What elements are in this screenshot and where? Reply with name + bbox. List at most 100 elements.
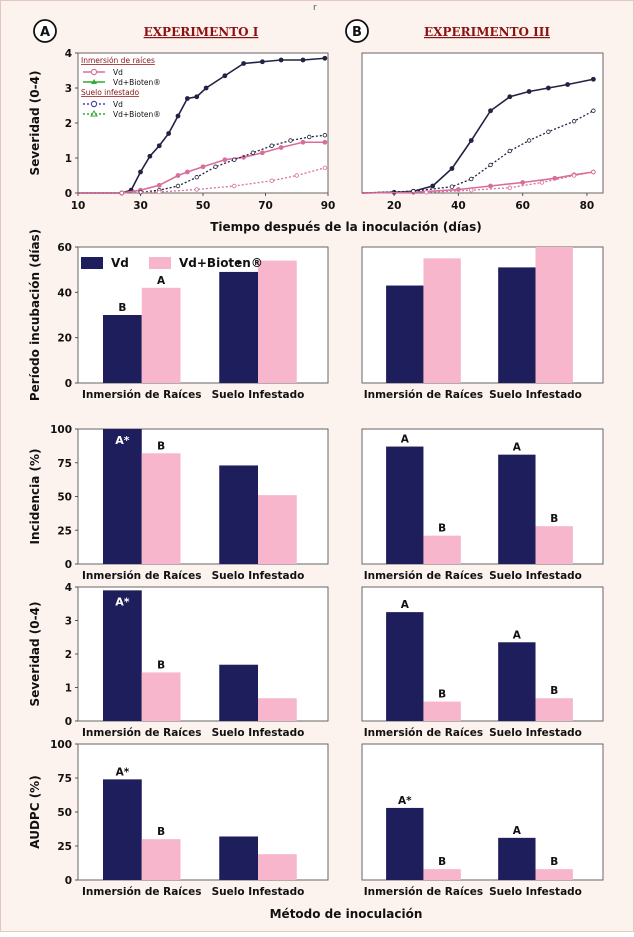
data-point [322, 139, 328, 145]
significance-label: A [157, 275, 166, 287]
line-x-axis-label: Tiempo después de la inoculación (días) [210, 220, 482, 234]
significance-label: A [401, 434, 410, 446]
series-line [78, 167, 326, 194]
panel-b-letter: B [352, 25, 362, 40]
data-point [200, 164, 206, 170]
y-tick-label: 0 [65, 559, 72, 571]
legend-bioten-soil-label: Vd+Bioten® [113, 110, 161, 119]
y-tick-label: 100 [50, 739, 72, 751]
data-point [259, 150, 265, 156]
header-text: r [313, 3, 317, 13]
bar-vd-bioten [258, 260, 297, 383]
data-point [526, 89, 532, 94]
bar-vd [219, 271, 258, 383]
bar-vd [498, 837, 536, 880]
data-point [591, 108, 596, 113]
bar-legend-swatch-bioten [149, 257, 171, 269]
category-label: Inmersión de Raíces [364, 570, 483, 582]
x-tick-label: 40 [451, 200, 466, 212]
bar-vd-bioten [258, 854, 297, 880]
legend-marker-vd-root [90, 68, 98, 76]
bar-legend: Vd Vd+Bioten® [81, 256, 263, 270]
data-point [166, 131, 172, 136]
y-tick-label: 75 [57, 773, 72, 785]
panel-a-title: EXPERIMENTO I [144, 25, 259, 39]
legend-vd-soil-label: Vd [113, 100, 123, 109]
data-point [269, 178, 274, 183]
bar-vd-bioten [258, 698, 297, 721]
series-line [361, 171, 594, 194]
data-point [469, 176, 474, 182]
significance-label: B [550, 685, 558, 697]
legend-marker-bioten-soil [90, 110, 98, 117]
data-point [147, 153, 153, 159]
significance-label: B [118, 302, 126, 314]
bar-vd-bioten [141, 287, 181, 383]
data-point [449, 184, 455, 189]
data-point [156, 182, 162, 188]
category-label: Suelo Infestado [489, 727, 582, 739]
bar-legend-vd-label: Vd [111, 256, 129, 270]
data-point [488, 183, 493, 189]
legend-group1-label: Inmersión de raíces [81, 56, 155, 65]
bar-vd-bioten [258, 495, 297, 564]
x-tick-label: 90 [321, 200, 336, 212]
x-tick-label: 10 [71, 200, 86, 212]
y-tick-label: 3 [65, 616, 72, 628]
data-point [232, 183, 237, 189]
category-label: Suelo Infestado [489, 389, 582, 401]
significance-label: * [236, 259, 242, 271]
data-point [194, 94, 200, 100]
data-point [507, 94, 513, 100]
category-label: Suelo Infestado [489, 570, 582, 582]
bar-legend-bioten-label: Vd+Bioten® [179, 256, 263, 270]
data-point [250, 150, 256, 155]
bar-vd [386, 446, 424, 564]
bar-vd-bioten [535, 869, 573, 880]
legend-bioten-root-label: Vd+Bioten® [113, 78, 161, 87]
data-point [138, 169, 143, 175]
y-axis-label: Período incubación (días) [28, 229, 42, 401]
data-point [507, 148, 513, 154]
bar-legend-swatch-vd [81, 257, 103, 269]
y-tick-label: 75 [57, 458, 72, 470]
bar-vd-bioten [423, 869, 461, 880]
bar-vd-bioten [141, 453, 181, 564]
y-tick-label: 1 [65, 153, 72, 165]
y-tick-label: 20 [57, 333, 72, 345]
data-point [507, 185, 513, 190]
x-tick-label: 80 [580, 200, 595, 212]
significance-label: A [401, 599, 410, 611]
data-point [232, 157, 237, 162]
data-point [175, 173, 181, 178]
y-axis-label: Severidad (0-4) [28, 602, 42, 707]
significance-label: B [157, 659, 165, 671]
y-tick-label: 0 [65, 716, 72, 728]
data-point [322, 165, 328, 170]
data-point [591, 169, 596, 175]
y-tick-label: 100 [50, 424, 72, 436]
bar-vd [219, 836, 258, 880]
data-point [539, 180, 545, 185]
category-label: Inmersión de Raíces [82, 570, 201, 582]
bar-vd-bioten [535, 698, 573, 721]
y-tick-label: 2 [65, 118, 72, 130]
legend-marker-vd-soil [90, 100, 98, 108]
data-point [469, 187, 474, 193]
significance-label: A* [116, 766, 130, 778]
bar-vd-bioten [423, 535, 461, 564]
bar-vd-bioten [423, 258, 461, 383]
data-point [590, 76, 596, 82]
category-label: Inmersión de Raíces [82, 886, 201, 898]
significance-label: B [550, 513, 558, 525]
y-tick-label: 25 [57, 841, 72, 853]
bar-vd [103, 779, 142, 880]
panel-b-title: EXPERIMENTO III [424, 25, 550, 39]
data-point [449, 166, 455, 171]
y-tick-label: 50 [57, 492, 72, 504]
data-point [156, 143, 162, 149]
bar-vd [386, 612, 424, 721]
bottom-axis-label: Método de inoculación [270, 907, 423, 921]
bar-vd-bioten [141, 839, 181, 880]
